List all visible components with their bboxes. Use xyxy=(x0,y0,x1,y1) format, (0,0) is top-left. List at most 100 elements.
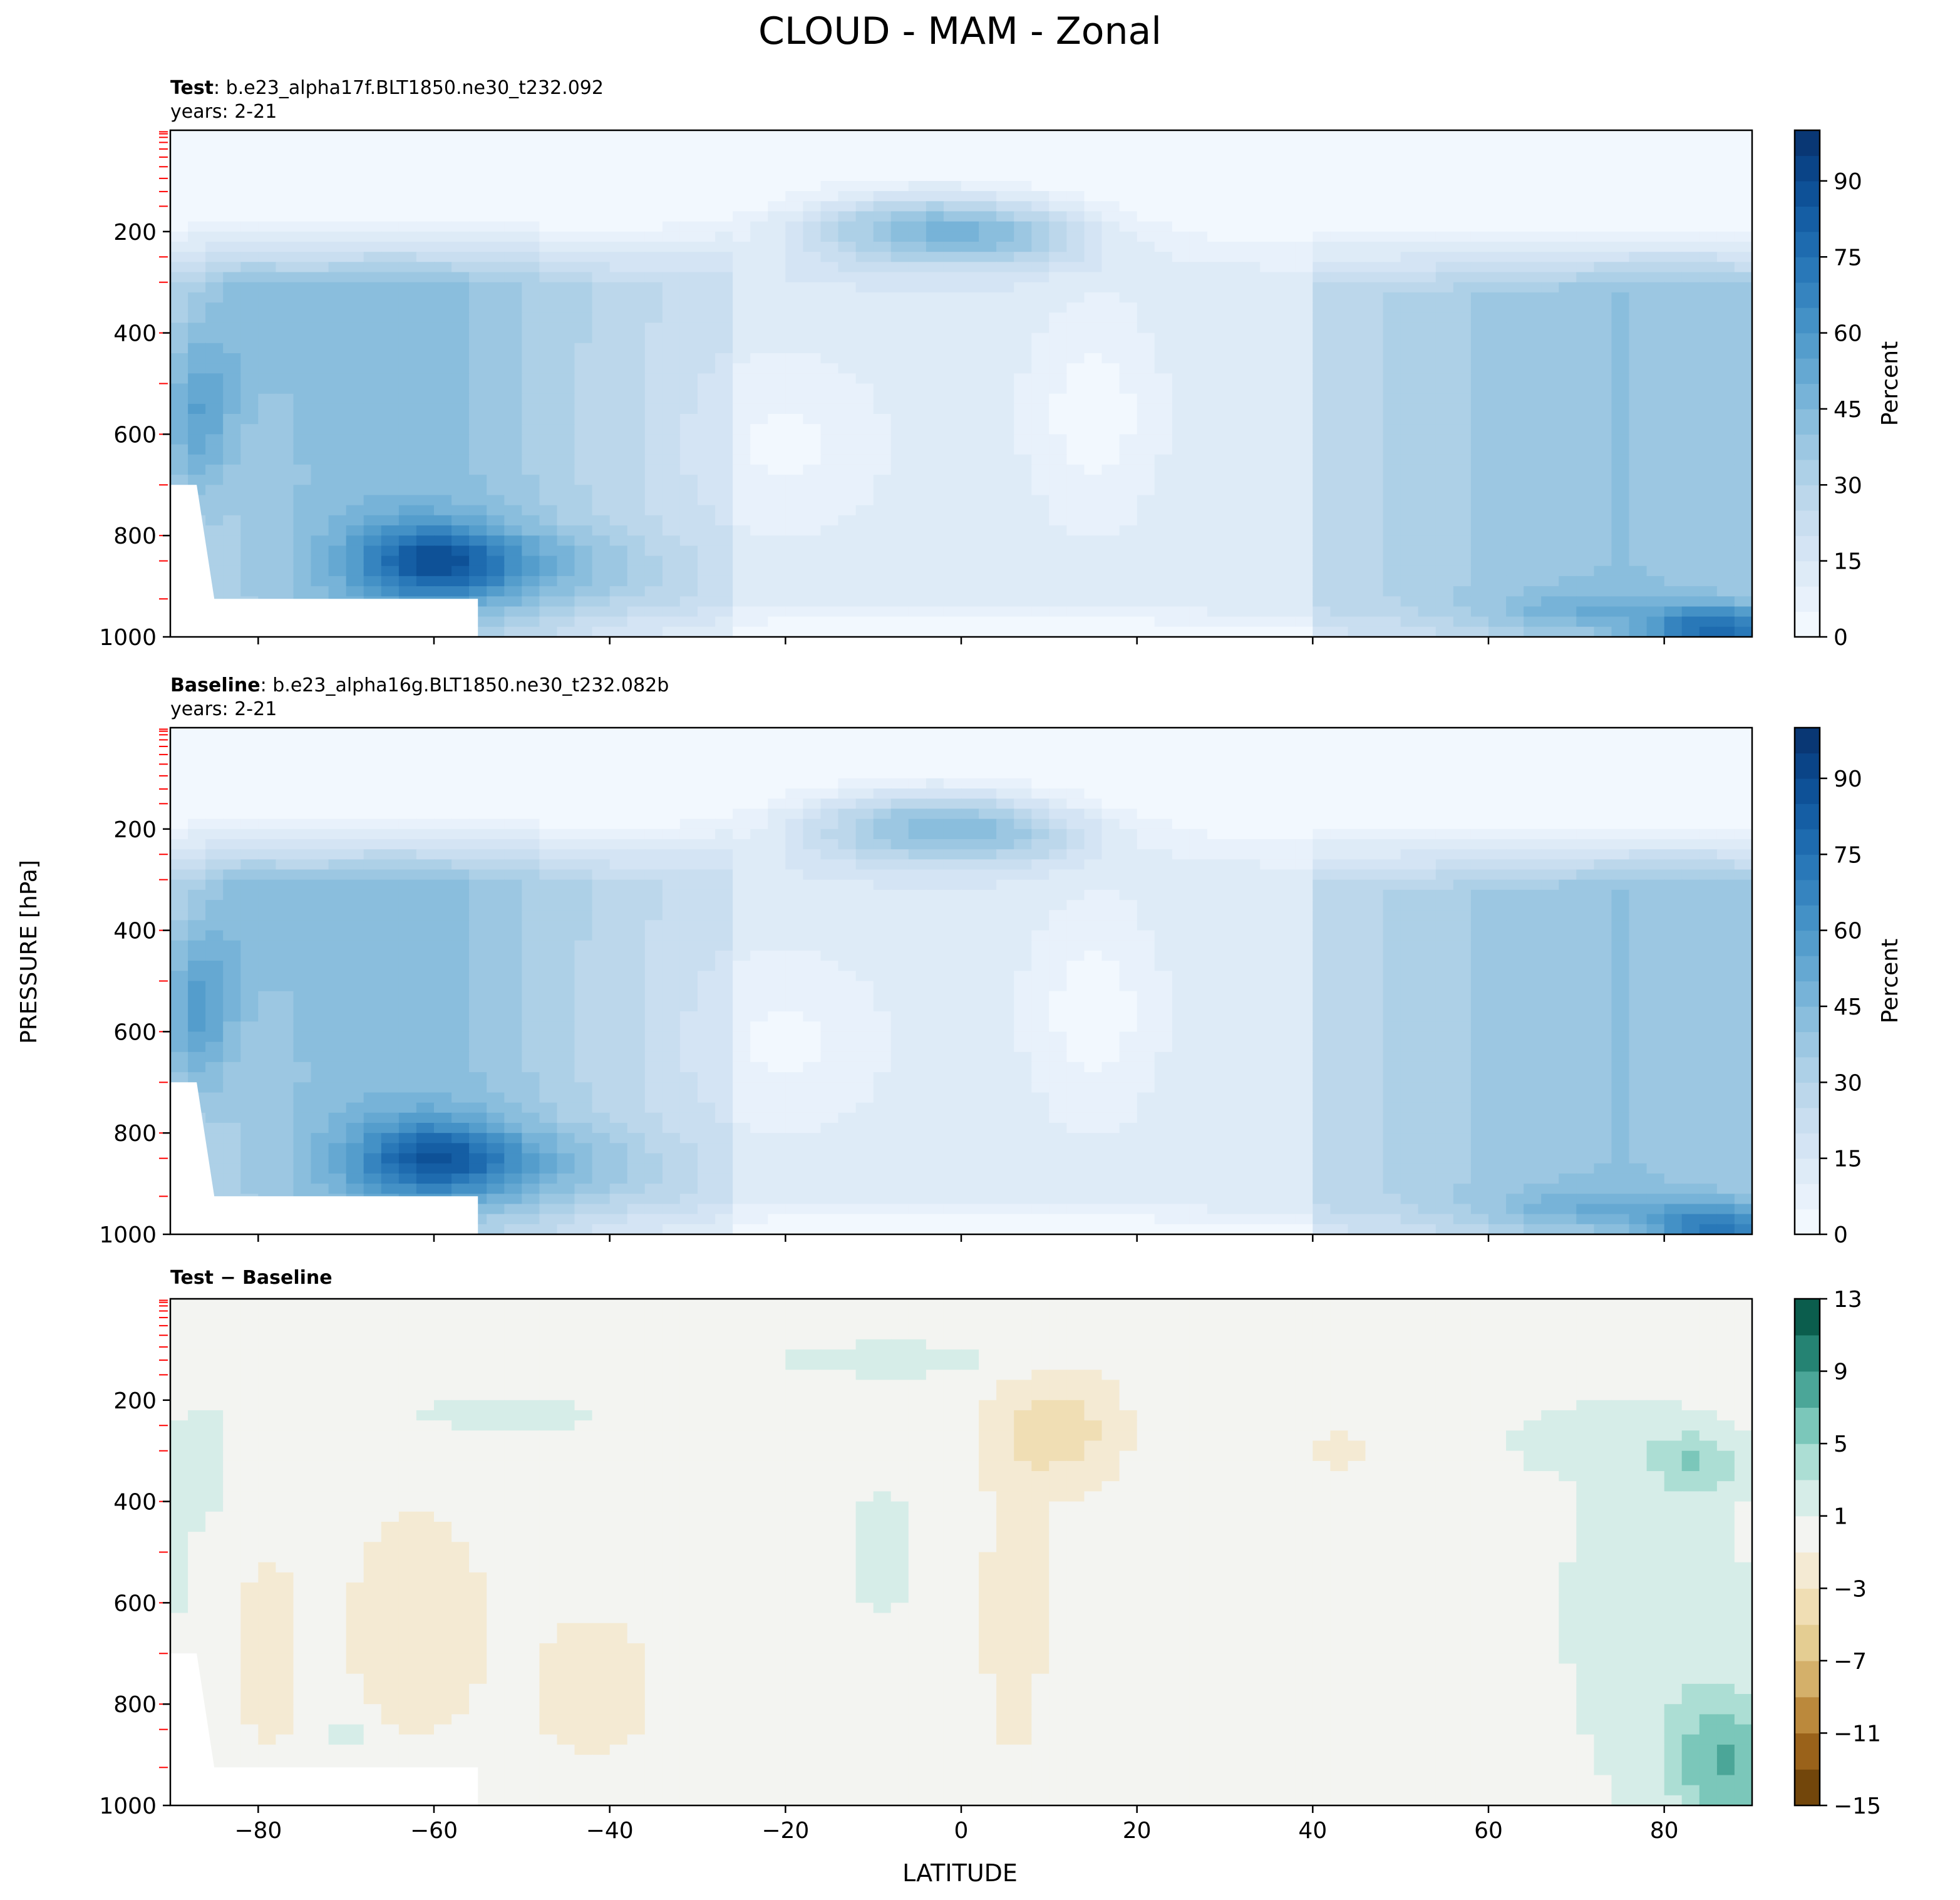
contour-cell xyxy=(1435,495,1454,506)
contour-cell xyxy=(1681,343,1700,354)
contour-cell xyxy=(679,505,698,516)
contour-cell xyxy=(1453,312,1472,324)
contour-cell xyxy=(1101,434,1120,445)
contour-cell xyxy=(504,464,523,475)
contour-cell xyxy=(293,505,312,516)
contour-cell xyxy=(1172,565,1190,577)
contour-cell xyxy=(1488,383,1507,395)
contour-cell xyxy=(1418,728,1436,738)
contour-cell xyxy=(451,373,470,385)
contour-cell xyxy=(328,414,347,425)
contour-cell xyxy=(627,758,646,769)
contour-cell xyxy=(1506,475,1524,486)
contour-cell xyxy=(1418,606,1436,617)
contour-cell xyxy=(1207,363,1225,374)
contour-cell xyxy=(592,150,611,162)
contour-cell xyxy=(1418,272,1436,283)
contour-cell xyxy=(311,535,329,547)
contour-cell xyxy=(926,333,944,344)
contour-cell xyxy=(1172,424,1190,435)
contour-cell xyxy=(838,272,857,283)
contour-cell xyxy=(487,434,505,445)
contour-cell xyxy=(838,201,857,212)
contour-cell xyxy=(223,170,242,182)
contour-cell xyxy=(522,525,540,536)
contour-cell xyxy=(1101,140,1120,152)
contour-cell xyxy=(1049,323,1068,334)
contour-cell xyxy=(838,606,857,617)
contour-cell xyxy=(785,738,804,749)
contour-cell xyxy=(381,160,400,172)
contour-cell xyxy=(961,191,979,202)
contour-cell xyxy=(961,221,979,232)
contour-cell xyxy=(1137,242,1155,252)
contour-cell xyxy=(1664,383,1683,395)
contour-cell xyxy=(1031,424,1050,435)
contour-cell xyxy=(1172,343,1190,354)
contour-cell xyxy=(469,262,487,273)
contour-cell xyxy=(768,414,787,425)
contour-cell xyxy=(1594,343,1612,354)
contour-cell xyxy=(1154,353,1173,364)
contour-cell xyxy=(1383,626,1401,637)
contour-cell xyxy=(1664,292,1683,303)
contour-cell xyxy=(258,343,277,354)
contour-cell xyxy=(557,758,575,769)
contour-cell xyxy=(1277,434,1296,445)
contour-cell xyxy=(803,333,822,344)
contour-cell xyxy=(698,464,716,475)
contour-cell xyxy=(293,312,312,324)
contour-cell xyxy=(381,292,400,303)
contour-cell xyxy=(276,485,294,496)
contour-cell xyxy=(1260,383,1278,395)
contour-cell xyxy=(1681,616,1700,627)
contour-cell xyxy=(276,373,294,385)
contour-cell xyxy=(855,262,874,273)
contour-cell xyxy=(1506,343,1524,354)
contour-cell xyxy=(1189,333,1208,344)
contour-cell xyxy=(1330,363,1349,374)
contour-cell xyxy=(1049,505,1068,516)
contour-cell xyxy=(1734,454,1752,465)
contour-cell xyxy=(1734,252,1752,263)
contour-cell xyxy=(1154,262,1173,273)
contour-cell xyxy=(1506,242,1524,252)
contour-cell xyxy=(258,160,277,172)
contour-cell xyxy=(539,565,558,577)
contour-cell xyxy=(346,555,364,567)
contour-cell xyxy=(979,475,997,486)
contour-cell xyxy=(504,728,523,738)
contour-cell xyxy=(679,262,698,273)
colorbar-level xyxy=(1795,358,1820,385)
contour-cell xyxy=(943,130,962,141)
contour-cell xyxy=(539,302,558,314)
contour-cell xyxy=(1101,586,1120,597)
contour-cell xyxy=(416,505,435,516)
contour-cell xyxy=(1418,282,1436,293)
contour-cell xyxy=(1295,282,1314,293)
contour-cell xyxy=(1699,323,1718,334)
contour-cell xyxy=(1470,414,1489,425)
contour-cell xyxy=(715,292,733,303)
contour-cell xyxy=(1137,231,1155,242)
contour-cell xyxy=(1119,211,1138,222)
contour-cell xyxy=(926,565,944,577)
contour-cell xyxy=(1313,383,1331,395)
contour-cell xyxy=(1453,353,1472,364)
contour-cell xyxy=(434,231,452,242)
contour-cell xyxy=(662,403,681,415)
contour-cell xyxy=(1101,252,1120,263)
contour-cell xyxy=(1295,434,1314,445)
contour-cell xyxy=(1611,373,1630,385)
contour-cell xyxy=(293,262,312,273)
contour-cell xyxy=(1277,282,1296,293)
colorbar-level xyxy=(1795,409,1820,435)
contour-cell xyxy=(979,748,997,759)
contour-cell xyxy=(1119,555,1138,567)
contour-cell xyxy=(908,434,927,445)
contour-cell xyxy=(662,515,681,526)
contour-cell xyxy=(1716,555,1735,567)
contour-cell xyxy=(890,626,909,637)
contour-cell xyxy=(1646,586,1665,597)
contour-cell xyxy=(557,180,575,192)
